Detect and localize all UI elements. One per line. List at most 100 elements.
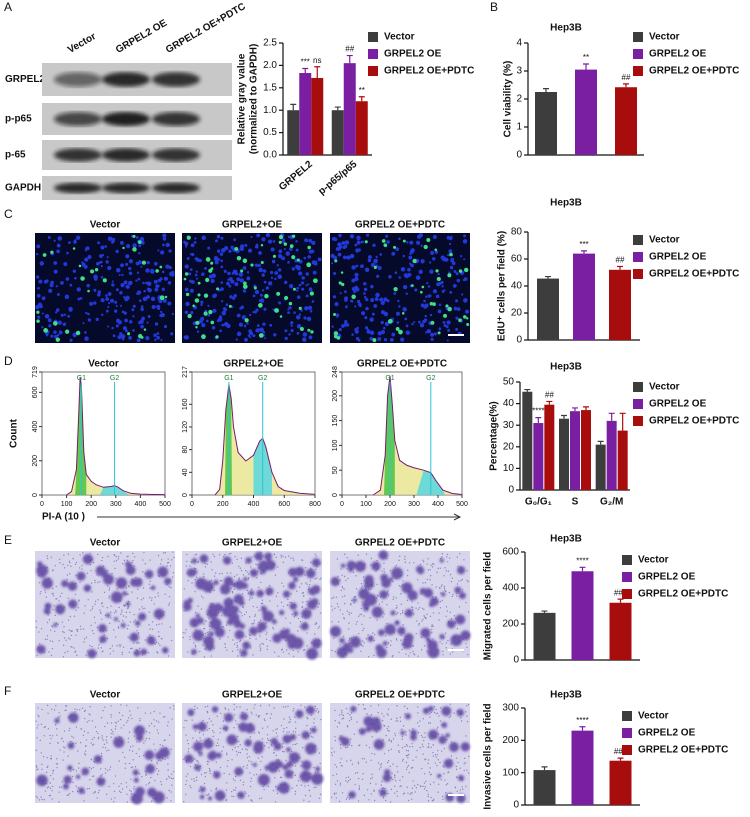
error-bar: [579, 726, 586, 731]
image-title: GRPEL2 OE+PDTC: [355, 538, 445, 549]
bar: [581, 410, 591, 490]
bar: [609, 760, 632, 805]
pores: [35, 704, 175, 803]
y-tick-label: 400: [32, 421, 39, 433]
legend-swatch: [622, 711, 632, 721]
y-axis-label: Relative gray value: [237, 53, 248, 144]
bar: [559, 418, 569, 490]
gate-label: G2: [426, 375, 435, 382]
y-tick-label: 3: [516, 66, 522, 77]
error-bar: [545, 275, 551, 279]
legend-label: GRPEL2 OE+PDTC: [649, 416, 739, 427]
y-tick-label: 120: [182, 421, 189, 433]
y-tick-label: 10: [503, 463, 515, 474]
legend-swatch: [622, 745, 632, 755]
legend-label: GRPEL2 OE: [638, 572, 696, 583]
chart-title: GRPEL2 OE+PDTC: [357, 359, 447, 370]
legend-swatch: [633, 252, 643, 262]
image-title: Vector: [90, 538, 121, 549]
blot-row-label: p-65: [5, 150, 26, 161]
image-title: GRPEL2 OE+PDTC: [355, 220, 445, 231]
cells: [36, 712, 170, 805]
significance-mark: ##: [616, 256, 625, 265]
y-tick-label: 600: [502, 547, 519, 558]
significance-mark: ****: [576, 556, 588, 565]
legend-swatch: [633, 235, 643, 245]
x-tick-label: 400: [135, 501, 147, 508]
y-tick-label: 100: [502, 767, 519, 778]
y-axis-label: (normalized to GAPDH): [249, 44, 260, 155]
error-bar: [541, 610, 548, 613]
curve-fill: [215, 384, 315, 495]
y-axis-label: Percentage(%): [489, 401, 500, 470]
chart-title: Hep3B: [550, 690, 582, 701]
y-tick-label: 1.5: [263, 82, 277, 93]
y-tick-label: 0: [516, 150, 522, 161]
image-title: Vector: [90, 690, 121, 701]
x-tick-label: 600: [278, 501, 290, 508]
legend-label: GRPEL2 OE+PDTC: [649, 269, 739, 280]
blot-band: [152, 111, 200, 127]
bar: [573, 253, 595, 340]
y-tick-label: 1.0: [263, 105, 277, 116]
error-bar: [290, 103, 297, 111]
x-tick-label: 200: [384, 501, 396, 508]
significance-mark: ##: [545, 391, 554, 400]
bar: [535, 92, 557, 155]
legend-label: GRPEL2 OE+PDTC: [638, 745, 728, 756]
bar: [571, 571, 594, 660]
y-tick-label: 200: [32, 455, 39, 467]
y-tick-label: 300: [502, 703, 519, 714]
legend-label: Vector: [649, 382, 680, 393]
y-tick-label: 0.0: [263, 150, 277, 161]
bar: [617, 430, 628, 490]
histogram-curve: [372, 375, 463, 496]
x-tick-label: 400: [248, 501, 260, 508]
chart-title: Hep3B: [550, 23, 582, 34]
y-tick-label: 217: [182, 366, 189, 378]
cells: [183, 551, 322, 660]
g1-fill: [75, 376, 87, 495]
gate-label: G1: [224, 375, 233, 382]
error-bar: [619, 412, 626, 431]
plot-frame: [41, 371, 166, 496]
error-bar: [535, 417, 542, 424]
y-tick-label: 2.5: [263, 38, 277, 49]
y-tick-label: 40: [503, 398, 515, 409]
blot-band: [102, 111, 150, 127]
image-title: GRPEL2+OE: [222, 538, 283, 549]
lane-label: Vector: [66, 31, 98, 56]
bar: [606, 420, 617, 490]
cells: [36, 553, 172, 659]
panel-label: E: [4, 533, 12, 547]
legend-swatch: [622, 572, 632, 582]
legend-swatch: [633, 382, 643, 392]
nuclei: [330, 233, 470, 342]
bar: [287, 110, 300, 155]
legend-swatch: [368, 66, 378, 76]
significance-mark: ****: [576, 716, 588, 725]
error-bar: [617, 265, 623, 270]
chart-title: Vector: [88, 359, 119, 370]
legend-swatch: [633, 269, 643, 279]
blot-band: [102, 182, 150, 194]
blot-row-label: p-p65: [5, 114, 32, 125]
y-axis-label: EdU⁺ cells per field (%): [497, 231, 508, 341]
legend-swatch: [622, 728, 632, 738]
error-bar: [358, 96, 365, 102]
bar: [595, 444, 606, 490]
y-tick-label: 248: [332, 366, 339, 378]
y-tick-label: 20: [511, 308, 523, 319]
significance-mark: ***: [579, 240, 588, 249]
x-axis-arrow: [97, 513, 462, 521]
significance-mark: ns: [313, 56, 321, 65]
x-tick-label: 100: [360, 501, 372, 508]
blot-band: [152, 182, 200, 194]
legend-label: Vector: [638, 555, 669, 566]
lane-label: GRPEL2 OE: [114, 18, 169, 56]
y-tick-label: 60: [511, 254, 523, 265]
x-axis-label: PI-A (10 ): [42, 512, 85, 523]
x-tick-label: 800: [309, 501, 321, 508]
error-bar: [583, 406, 589, 411]
